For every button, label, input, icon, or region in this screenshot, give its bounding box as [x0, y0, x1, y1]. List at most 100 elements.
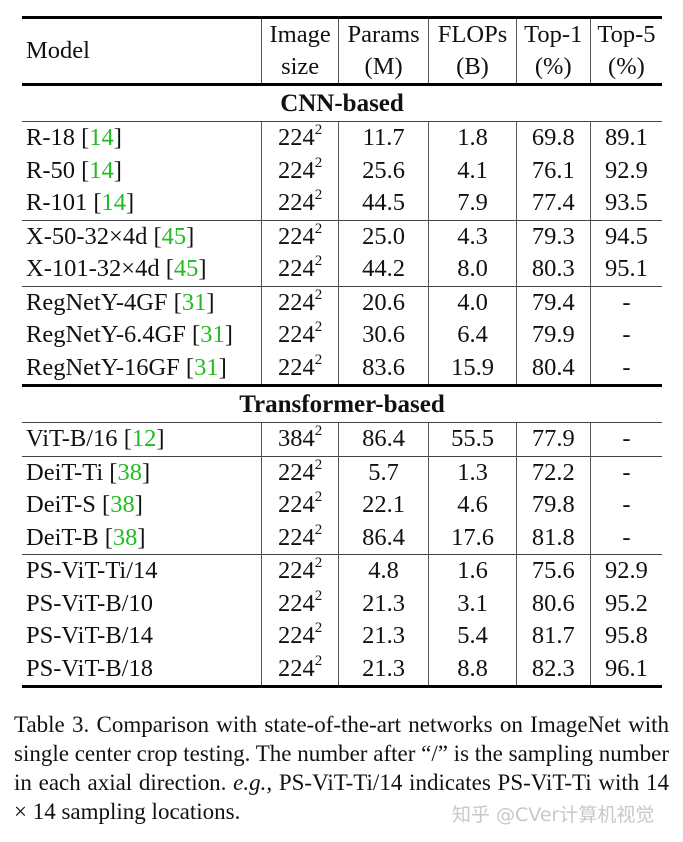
cell-model: ViT-B/16 [12] — [26, 425, 165, 452]
cell-top1: 80.6 — [515, 587, 591, 620]
image-size-exponent: 2 — [314, 489, 323, 505]
cell-top5: - — [589, 456, 662, 489]
comparison-table: Model Image Params FLOPs Top-1 Top-5 siz… — [22, 16, 662, 688]
header-top5-unit: (%) — [589, 51, 662, 85]
cell-flops: 8.0 — [428, 253, 517, 286]
cell-model: RegNetY-6.4GF [31] — [26, 321, 233, 348]
cell-model: PS-ViT-B/14 — [22, 620, 262, 653]
image-size-exponent: 2 — [314, 555, 323, 571]
table-row: X-50-32×4d [45] 2242 25.0 4.3 79.3 94.5 — [22, 220, 662, 253]
cell-top1: 69.8 — [515, 121, 591, 155]
cell-image-size: 2242 — [261, 351, 339, 386]
cell-image-size: 2242 — [261, 456, 339, 489]
table-row: RegNetY-16GF [31] 2242 83.6 15.9 80.4- — [22, 351, 662, 386]
cell-image-size: 2242 — [261, 554, 339, 588]
model-name: PS-ViT-B/10 — [26, 589, 153, 617]
cell-top1: 72.2 — [515, 456, 591, 489]
table-row: RegNetY-4GF [31] 2242 20.6 4.0 79.4- — [22, 286, 662, 319]
citation-link[interactable]: 45 — [173, 255, 199, 282]
cell-model: PS-ViT-Ti/14 — [22, 555, 262, 588]
cell-params: 30.6 — [337, 319, 429, 352]
cell-top5: - — [589, 422, 662, 456]
cell-model: R-101 [14] — [26, 189, 135, 216]
image-size-value: 224 — [278, 654, 315, 682]
cell-top5: 92.9 — [589, 154, 662, 187]
image-size-value: 224 — [278, 589, 315, 617]
image-size-value: 224 — [278, 189, 315, 216]
cell-flops: 4.1 — [428, 154, 517, 187]
citation-link[interactable]: 12 — [131, 425, 157, 452]
model-name: PS-ViT-B/18 — [26, 654, 153, 682]
cell-params: 4.8 — [337, 554, 429, 588]
cell-top1: 81.8 — [515, 521, 591, 555]
cell-params: 25.6 — [337, 154, 429, 187]
citation-link[interactable]: 38 — [117, 458, 142, 486]
image-size-value: 224 — [278, 156, 315, 184]
image-size-exponent: 2 — [314, 220, 323, 237]
section-header-row: CNN-based — [22, 84, 662, 122]
section-title: CNN-based — [280, 90, 404, 117]
image-size-value: 224 — [278, 458, 315, 486]
citation-link[interactable]: 45 — [161, 222, 187, 250]
image-size-value: 224 — [278, 622, 315, 649]
cell-top5: - — [589, 319, 662, 352]
image-size-value: 224 — [278, 321, 315, 348]
table-row: R-50 [14] 2242 25.6 4.1 76.1 92.9 — [22, 154, 662, 187]
cell-flops: 5.4 — [428, 620, 517, 653]
image-size-exponent: 2 — [314, 187, 323, 203]
cell-top5: 95.8 — [589, 620, 662, 653]
cell-flops: 1.6 — [428, 554, 517, 588]
cell-model: PS-ViT-B/10 — [22, 588, 262, 621]
header-top1: Top-1 — [515, 17, 591, 51]
model-name: X-50-32×4d — [26, 222, 148, 250]
citation-link[interactable]: 38 — [112, 523, 138, 551]
table-body: CNN-based R-18 [14] 2242 11.7 1.8 69.8 89.1 R-5… — [22, 84, 662, 687]
cell-params: 11.7 — [337, 121, 429, 155]
cell-flops: 8.8 — [428, 652, 517, 687]
caption-eg: e.g. — [233, 770, 267, 795]
cell-flops: 15.9 — [428, 351, 517, 386]
citation-link[interactable]: 31 — [181, 288, 207, 316]
citation-link[interactable]: 31 — [194, 353, 219, 381]
citation-link[interactable]: 38 — [110, 491, 135, 518]
cell-top5: 95.1 — [589, 253, 662, 286]
model-name: DeiT-S — [26, 491, 96, 518]
cell-image-size: 2242 — [261, 220, 339, 253]
model-name: RegNetY-4GF — [26, 288, 168, 316]
cell-model: R-18 [14] — [26, 124, 122, 151]
section-header-row: Transformer-based — [22, 385, 662, 423]
cell-params: 22.1 — [337, 489, 429, 522]
cell-model: RegNetY-4GF [31] — [26, 288, 215, 316]
model-name: R-18 — [26, 124, 75, 151]
cell-params: 25.0 — [337, 220, 429, 253]
cell-top1: 79.4 — [515, 286, 591, 319]
cell-params: 86.4 — [337, 521, 429, 555]
cell-params: 20.6 — [337, 286, 429, 319]
cell-image-size: 2242 — [261, 489, 339, 522]
citation-link[interactable]: 31 — [200, 321, 225, 348]
image-size-exponent: 2 — [314, 423, 323, 439]
cell-top5: 94.5 — [589, 220, 662, 253]
header-flops-unit: (B) — [428, 51, 517, 85]
table-row: RegNetY-6.4GF [31] 2242 30.6 6.4 79.9- — [22, 319, 662, 352]
image-size-value: 224 — [278, 124, 315, 151]
cell-params: 44.2 — [337, 253, 429, 286]
citation-link[interactable]: 14 — [89, 156, 114, 184]
watermark: 知乎 @CVer计算机视觉 — [452, 804, 655, 826]
cell-image-size: 2242 — [261, 521, 339, 555]
citation-link[interactable]: 14 — [101, 189, 127, 216]
header-row-2: size (M) (B) (%) (%) — [22, 51, 662, 85]
header-params-unit: (M) — [337, 51, 429, 85]
table-row: X-101-32×4d [45] 2242 44.2 8.0 80.3 95.1 — [22, 253, 662, 286]
cell-flops: 7.9 — [428, 187, 517, 220]
cell-params: 21.3 — [337, 587, 429, 620]
model-name: DeiT-B — [26, 523, 99, 551]
table-row: PS-ViT-B/14 2242 21.3 5.4 81.7 95.8 — [22, 620, 662, 653]
model-name: X-101-32×4d — [26, 255, 160, 282]
cell-flops: 6.4 — [428, 319, 517, 352]
header-image-size: Image — [261, 17, 339, 51]
header-row-1: Model Image Params FLOPs Top-1 Top-5 — [22, 17, 662, 63]
citation-link[interactable]: 14 — [89, 124, 114, 151]
cell-image-size: 2242 — [261, 286, 339, 319]
image-size-exponent: 2 — [314, 253, 323, 269]
